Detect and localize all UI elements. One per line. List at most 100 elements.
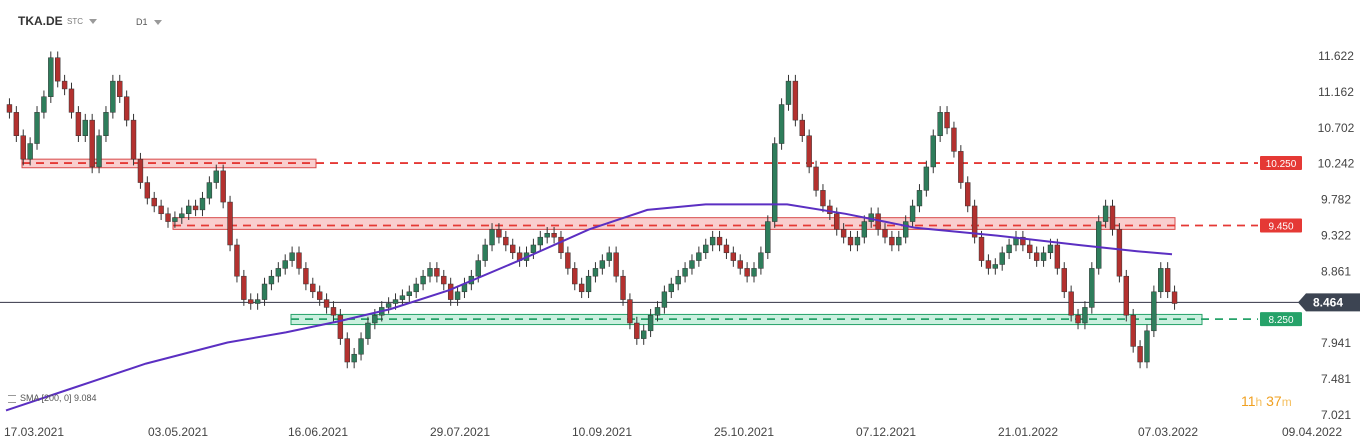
candle-body [185, 205, 192, 215]
level-label: 10.250 [1266, 159, 1297, 170]
candle-body [110, 80, 116, 113]
y-tick-label: 8.861 [1321, 264, 1351, 278]
candle-body [716, 236, 723, 246]
candle-body [882, 229, 888, 238]
current-price-tag: 8.464 [1298, 293, 1360, 312]
candle-body [909, 205, 916, 222]
level-lines [22, 162, 1258, 321]
candle-body [606, 252, 612, 261]
candle-body [854, 236, 861, 246]
candle-body [165, 213, 171, 222]
candle-body [654, 307, 661, 316]
candle-body [68, 88, 75, 113]
menu-icon[interactable] [8, 394, 16, 403]
candle-body [709, 236, 716, 246]
candle-body [227, 201, 233, 246]
price-zone [172, 217, 1176, 230]
level-label: 9.450 [1268, 221, 1293, 232]
candle-body [220, 170, 226, 203]
instrument-symbol[interactable]: TKA.DE [18, 14, 63, 28]
candle-body [689, 260, 695, 269]
candle-body [503, 236, 509, 246]
chevron-down-icon[interactable] [153, 20, 162, 26]
candle-body [172, 217, 178, 222]
candle-body [1102, 205, 1109, 222]
candle-body [199, 197, 206, 211]
chevron-down-icon[interactable] [89, 19, 97, 25]
candle-body [123, 96, 130, 121]
candle-body [310, 283, 316, 293]
x-tick-label: 29.07.2021 [430, 425, 490, 439]
candle-body [213, 170, 219, 183]
candle-body [496, 229, 502, 238]
candle-body [613, 252, 619, 277]
y-tick-label: 10.242 [1318, 157, 1355, 171]
candle-body [268, 275, 275, 285]
candle-body [751, 268, 757, 277]
candle-body [158, 205, 164, 215]
candle-body [771, 143, 778, 222]
candle-body [682, 268, 688, 277]
x-tick-label: 16.06.2021 [288, 425, 348, 439]
candle-body [1027, 244, 1033, 254]
candle-body [206, 182, 213, 199]
level-label-box [1260, 218, 1302, 233]
candle-body [558, 236, 564, 254]
candle-body [675, 275, 681, 285]
candle-body [978, 236, 985, 261]
candle-body [1047, 244, 1054, 254]
candle-body [668, 283, 674, 293]
candle-body [530, 244, 537, 254]
candle-body [13, 112, 20, 136]
candle-body [944, 112, 950, 129]
candle-body [696, 252, 702, 261]
candle-body [799, 119, 805, 136]
candle-body [261, 283, 268, 300]
sma-200-line [5, 203, 1173, 412]
candle-body [992, 264, 999, 269]
y-tick-label: 11.622 [1318, 49, 1354, 63]
level-labels: 10.250 9.450 8.250 [1260, 156, 1302, 327]
indicator-legend[interactable]: SMA [200, 0] 9.084 [8, 393, 97, 403]
candle-body [1164, 268, 1171, 293]
x-tick-label: 21.01.2022 [998, 425, 1058, 439]
candle-body [330, 307, 337, 316]
candle-body [551, 233, 557, 238]
candle-body [441, 275, 447, 285]
timeframe-selector[interactable]: D1 [136, 17, 162, 27]
candle-body [758, 252, 764, 269]
candle-countdown: 11h 37m [1241, 393, 1292, 409]
candle-body [282, 260, 288, 269]
candle-body [641, 330, 647, 339]
candle-body [1137, 346, 1143, 363]
candle-body [1130, 314, 1136, 347]
candle-body [1054, 244, 1061, 269]
candle-body [351, 353, 357, 363]
candle-body [385, 303, 392, 308]
countdown-minutes-unit: m [1281, 395, 1292, 409]
candle-body [1061, 268, 1067, 293]
instrument-type[interactable]: STC [67, 17, 97, 26]
candle-body [565, 252, 571, 269]
x-axis: 17.03.2021 03.05.2021 16.06.2021 29.07.2021… [4, 425, 1342, 439]
level-label-box [1260, 312, 1302, 327]
candle-body [1040, 252, 1047, 261]
x-tick-label: 03.05.2021 [148, 425, 208, 439]
candle-body [6, 104, 13, 113]
candle-body [1033, 252, 1040, 261]
candle-body [406, 291, 413, 296]
x-tick-label: 09.04.2022 [1282, 425, 1342, 439]
x-tick-label: 17.03.2021 [4, 425, 64, 439]
candle-body [179, 213, 185, 218]
candle-body [627, 299, 633, 324]
candle-body [916, 190, 923, 207]
candle-body [1020, 236, 1026, 246]
candle-body [323, 299, 330, 308]
candle-body [130, 119, 137, 160]
y-tick-label: 7.941 [1321, 336, 1351, 350]
candle-body [89, 119, 95, 168]
candle-body [999, 252, 1005, 265]
candle-body [889, 236, 895, 246]
candle-body [599, 260, 606, 269]
